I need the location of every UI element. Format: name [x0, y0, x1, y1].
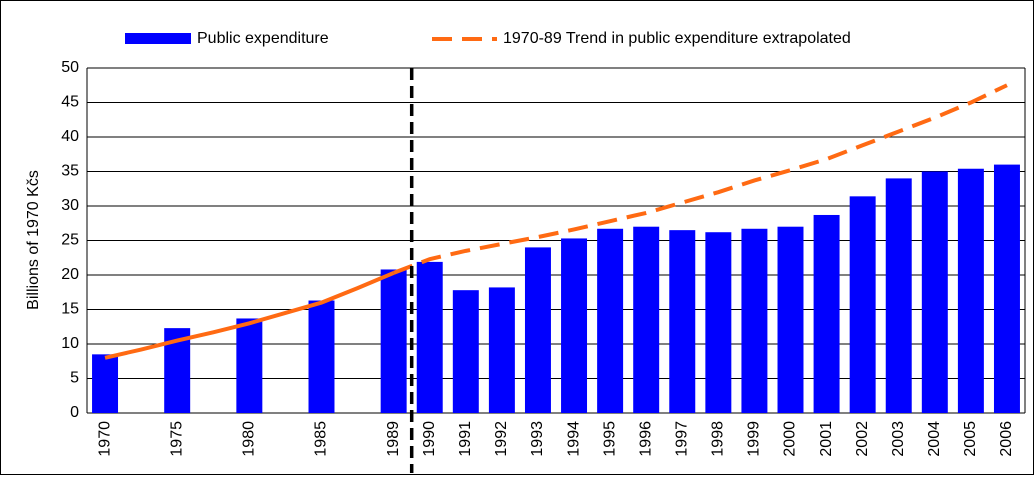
bar: [993, 164, 1020, 413]
bar: [849, 196, 876, 413]
x-tick-label: 1996: [637, 421, 654, 457]
y-tick-label: 30: [61, 197, 79, 214]
legend-label: 1970-89 Trend in public expenditure extr…: [503, 30, 851, 47]
legend-label: Public expenditure: [197, 30, 329, 47]
x-tick-label: 1989: [385, 421, 402, 457]
x-tick-label: 1991: [457, 421, 474, 457]
y-tick-label: 20: [61, 266, 79, 283]
x-tick-label: 2006: [998, 421, 1015, 457]
trend-line: [392, 83, 1008, 275]
bar: [524, 247, 551, 413]
x-tick-label: 1995: [601, 421, 618, 457]
x-tick-label: 1985: [313, 421, 330, 457]
x-tick-label: 2001: [818, 421, 835, 457]
y-tick-label: 25: [61, 232, 79, 249]
bar: [633, 226, 660, 413]
y-tick-label: 0: [70, 404, 79, 421]
x-tick-label: 1980: [241, 421, 258, 457]
y-tick-label: 15: [61, 301, 79, 318]
bar: [92, 354, 119, 413]
x-tick-label: 1997: [673, 421, 690, 457]
bar: [669, 230, 696, 413]
x-tick-label: 2002: [854, 421, 871, 457]
x-tick-label: 1992: [493, 421, 510, 457]
bar: [236, 318, 263, 413]
bar: [957, 168, 984, 413]
x-tick-label: 2003: [890, 421, 907, 457]
x-tick-label: 1994: [565, 421, 582, 457]
bar: [777, 226, 804, 413]
y-tick-label: 45: [61, 94, 79, 111]
y-tick-label: 40: [61, 128, 79, 145]
bar: [380, 269, 407, 413]
y-tick-label: 35: [61, 163, 79, 180]
x-tick-label: 1998: [710, 421, 727, 457]
x-tick-label: 1970: [96, 421, 113, 457]
x-tick-label: 2004: [926, 421, 943, 457]
bar: [488, 287, 515, 413]
x-tick-label: 1993: [529, 421, 546, 457]
x-tick-label: 1990: [421, 421, 438, 457]
bar: [416, 261, 443, 413]
y-tick-label: 50: [61, 59, 79, 76]
y-tick-label: 10: [61, 335, 79, 352]
x-tick-label: 2005: [962, 421, 979, 457]
bar: [597, 228, 624, 413]
legend-swatch: [125, 33, 191, 44]
bar: [452, 290, 479, 413]
bar: [921, 171, 948, 413]
bar: [813, 214, 840, 413]
y-tick-label: 5: [70, 370, 79, 387]
x-tick-label: 2000: [782, 421, 799, 457]
trend-line: [104, 271, 395, 360]
bar: [308, 300, 335, 413]
x-tick-label: 1999: [746, 421, 763, 457]
bar: [561, 238, 588, 413]
x-tick-label: 1975: [168, 421, 185, 457]
bar: [885, 178, 912, 413]
bar: [741, 228, 768, 413]
y-axis-label: Billions of 1970 Kčs: [25, 170, 42, 310]
bar: [705, 232, 732, 413]
